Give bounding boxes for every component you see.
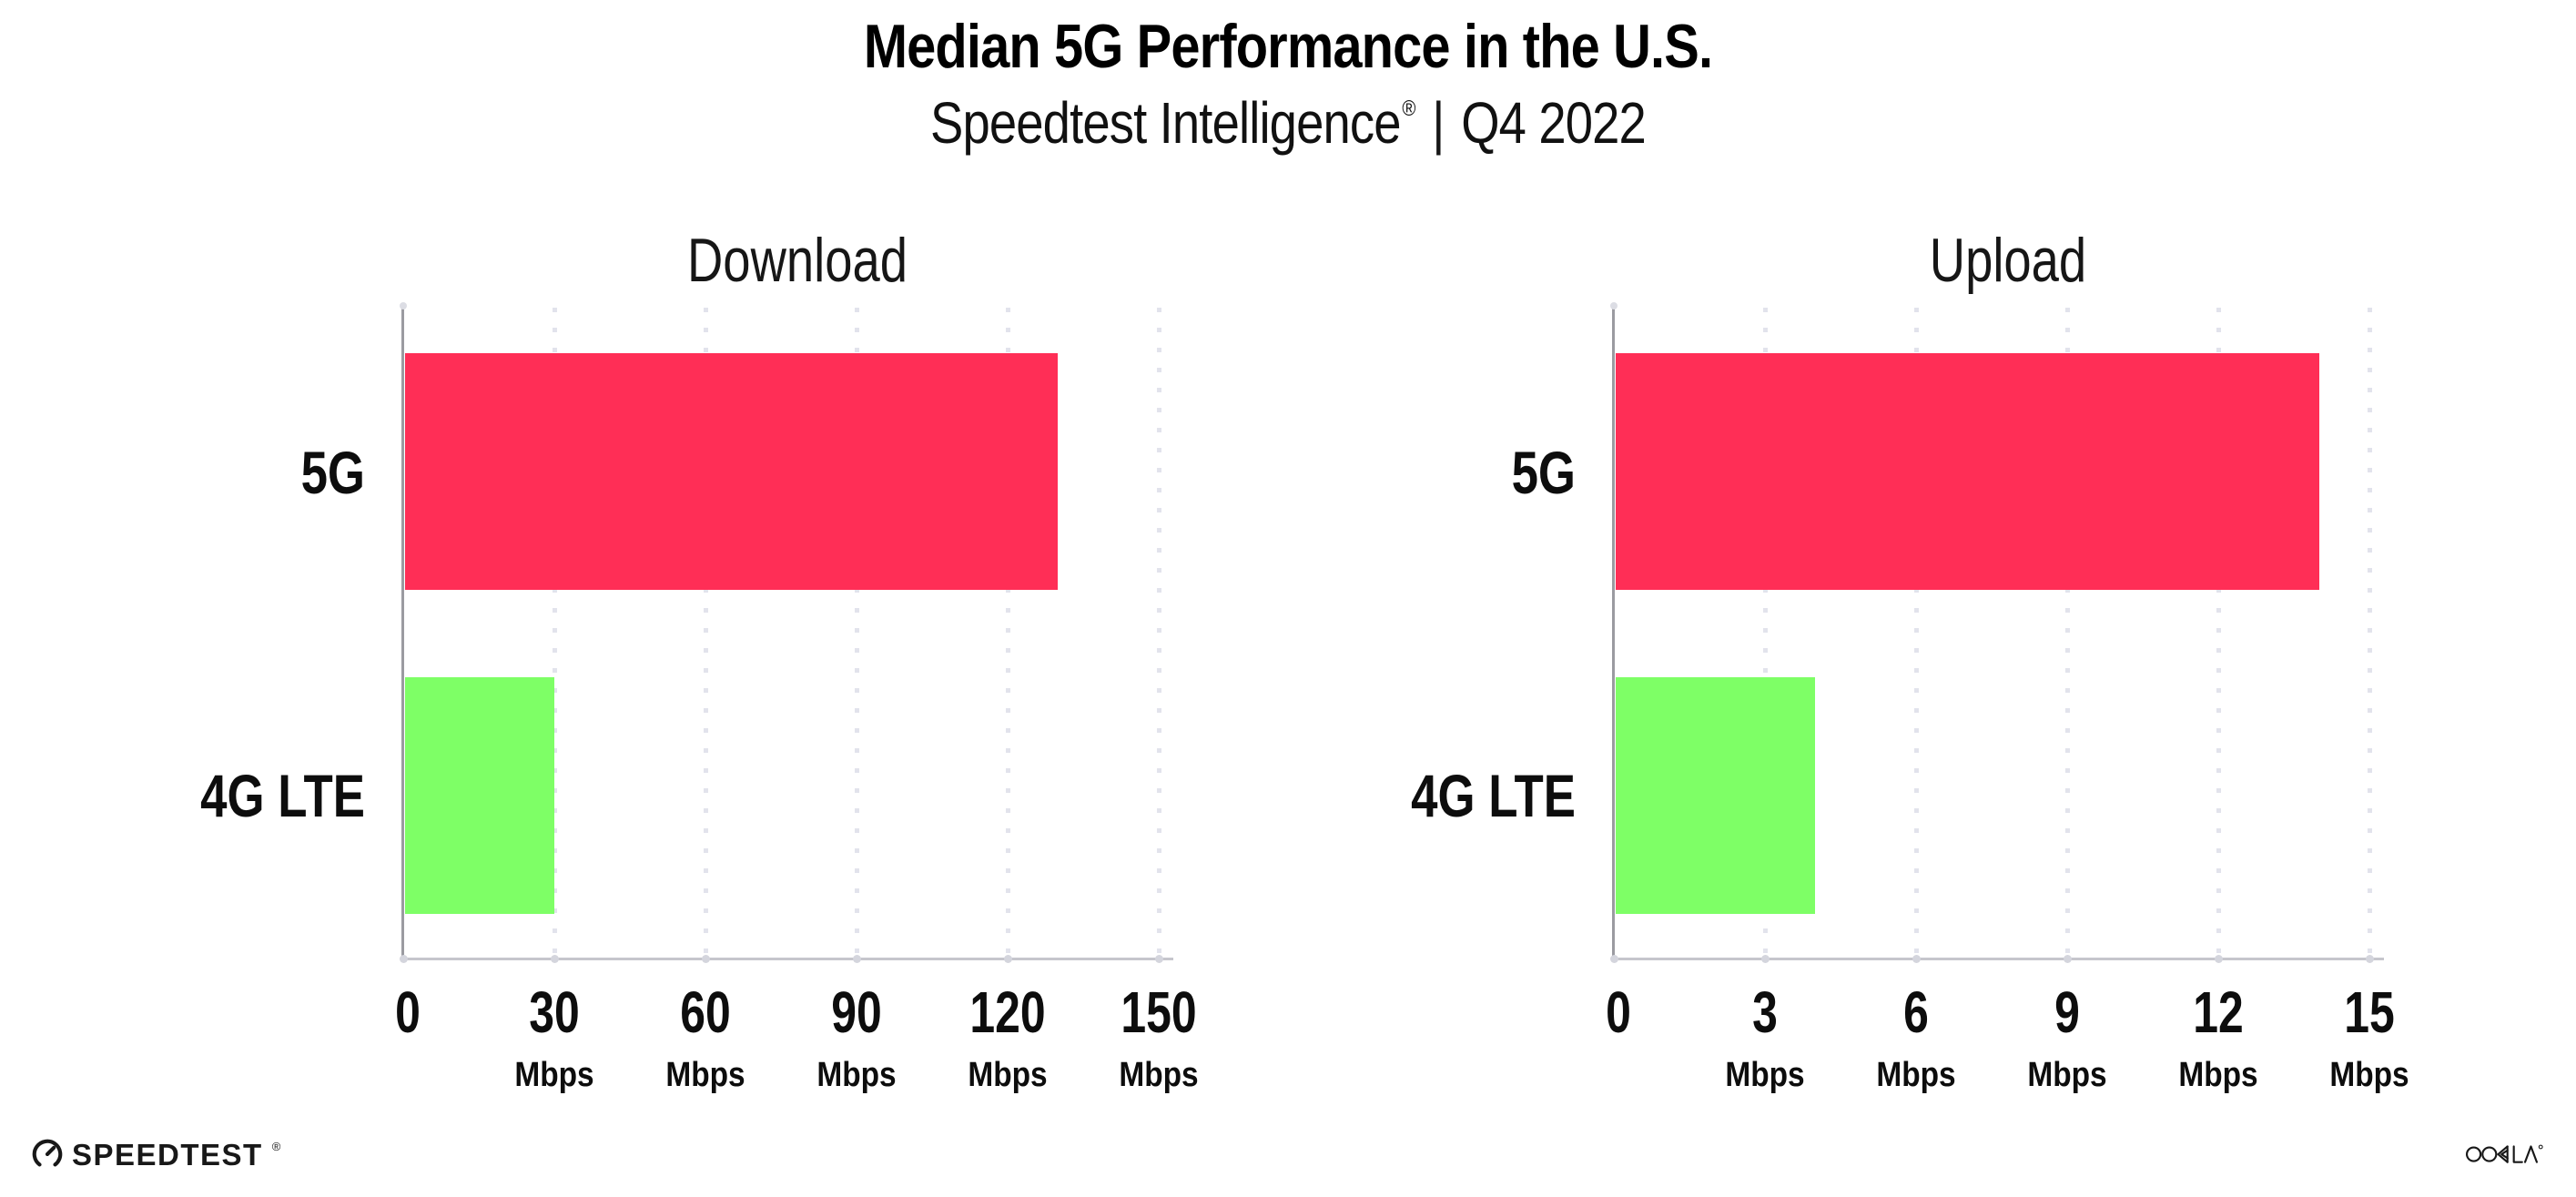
- y-axis-cap-dot: [1610, 302, 1618, 309]
- x-axis-tick-dot-9: [2064, 955, 2072, 963]
- category-label-5g: 5G: [300, 439, 365, 506]
- x-axis-tick-dot-0: [1610, 955, 1618, 963]
- x-tick-unit-9: Mbps: [2027, 1056, 2107, 1094]
- x-axis-tick-dot-60: [702, 955, 710, 963]
- y-axis-line: [401, 306, 404, 959]
- category-label-4g-lte: 4G LTE: [1411, 762, 1576, 829]
- x-tick-label-12: 12: [2193, 979, 2244, 1045]
- gridline-12: [2216, 308, 2221, 959]
- speedtest-registered-mark: ®: [271, 1139, 281, 1153]
- bar-5g: [405, 353, 1058, 590]
- x-axis-line: [1612, 958, 2384, 960]
- gridline-6: [1914, 308, 1919, 959]
- speedtest-logo: SPEEDTEST ®: [31, 1138, 280, 1171]
- x-tick-unit-15: Mbps: [2329, 1056, 2409, 1094]
- subtitle-period: Q4 2022: [1461, 90, 1647, 156]
- subtitle-brand: Speedtest Intelligence: [930, 90, 1401, 156]
- bar-5g: [1616, 353, 2319, 590]
- x-axis-tick-dot-150: [1155, 955, 1163, 963]
- gridline-90: [855, 308, 859, 959]
- gridline-15: [2368, 308, 2372, 959]
- x-tick-label-150: 150: [1121, 979, 1197, 1045]
- x-tick-label-9: 9: [2054, 979, 2080, 1045]
- ookla-wordmark-icon: [2466, 1144, 2543, 1163]
- y-axis-line: [1612, 306, 1615, 959]
- x-axis-tick-dot-30: [551, 955, 559, 963]
- gridline-3: [1763, 308, 1768, 959]
- registered-trademark-symbol: ®: [1402, 96, 1415, 121]
- x-tick-label-15: 15: [2344, 979, 2395, 1045]
- x-tick-unit-12: Mbps: [2178, 1056, 2258, 1094]
- x-tick-unit-90: Mbps: [816, 1056, 897, 1094]
- speedtest-wordmark: SPEEDTEST: [72, 1137, 263, 1172]
- x-axis-tick-dot-12: [2215, 955, 2223, 963]
- gridline-60: [704, 308, 708, 959]
- ookla-logo: [2466, 1143, 2544, 1168]
- x-tick-label-60: 60: [680, 979, 731, 1045]
- x-tick-label-6: 6: [1903, 979, 1929, 1045]
- x-tick-unit-30: Mbps: [514, 1056, 594, 1094]
- gridline-150: [1157, 308, 1161, 959]
- x-tick-label-120: 120: [969, 979, 1046, 1045]
- chart-title-upload: Upload: [1929, 226, 2087, 295]
- x-axis-tick-dot-90: [853, 955, 861, 963]
- x-tick-unit-6: Mbps: [1876, 1056, 1956, 1094]
- x-axis-tick-dot-120: [1004, 955, 1012, 963]
- x-axis-tick-dot-15: [2366, 955, 2374, 963]
- bar-4g-lte: [1616, 677, 1815, 914]
- gridline-120: [1006, 308, 1010, 959]
- category-label-4g-lte: 4G LTE: [200, 762, 365, 829]
- y-axis-cap-dot: [400, 302, 407, 309]
- x-tick-unit-60: Mbps: [665, 1056, 745, 1094]
- chart-title-download: Download: [687, 226, 908, 295]
- category-label-5g: 5G: [1511, 439, 1576, 506]
- page-subtitle: Speedtest Intelligence® | Q4 2022: [193, 89, 2383, 157]
- x-tick-unit-150: Mbps: [1119, 1056, 1199, 1094]
- x-axis-tick-dot-3: [1761, 955, 1770, 963]
- subtitle-divider: |: [1432, 90, 1445, 156]
- x-axis-tick-dot-6: [1912, 955, 1921, 963]
- x-tick-unit-3: Mbps: [1725, 1056, 1805, 1094]
- x-axis-line: [401, 958, 1173, 960]
- x-tick-label-0: 0: [1606, 979, 1631, 1045]
- x-tick-label-0: 0: [395, 979, 421, 1045]
- x-axis-tick-dot-0: [400, 955, 408, 963]
- x-tick-label-90: 90: [831, 979, 882, 1045]
- bar-4g-lte: [405, 677, 554, 914]
- x-tick-unit-120: Mbps: [968, 1056, 1048, 1094]
- page-title: Median 5G Performance in the U.S.: [863, 12, 1713, 81]
- speedtest-gauge-icon: [32, 1139, 63, 1170]
- x-tick-label-3: 3: [1752, 979, 1778, 1045]
- gridline-9: [2065, 308, 2070, 959]
- x-tick-label-30: 30: [529, 979, 580, 1045]
- gridline-30: [553, 308, 557, 959]
